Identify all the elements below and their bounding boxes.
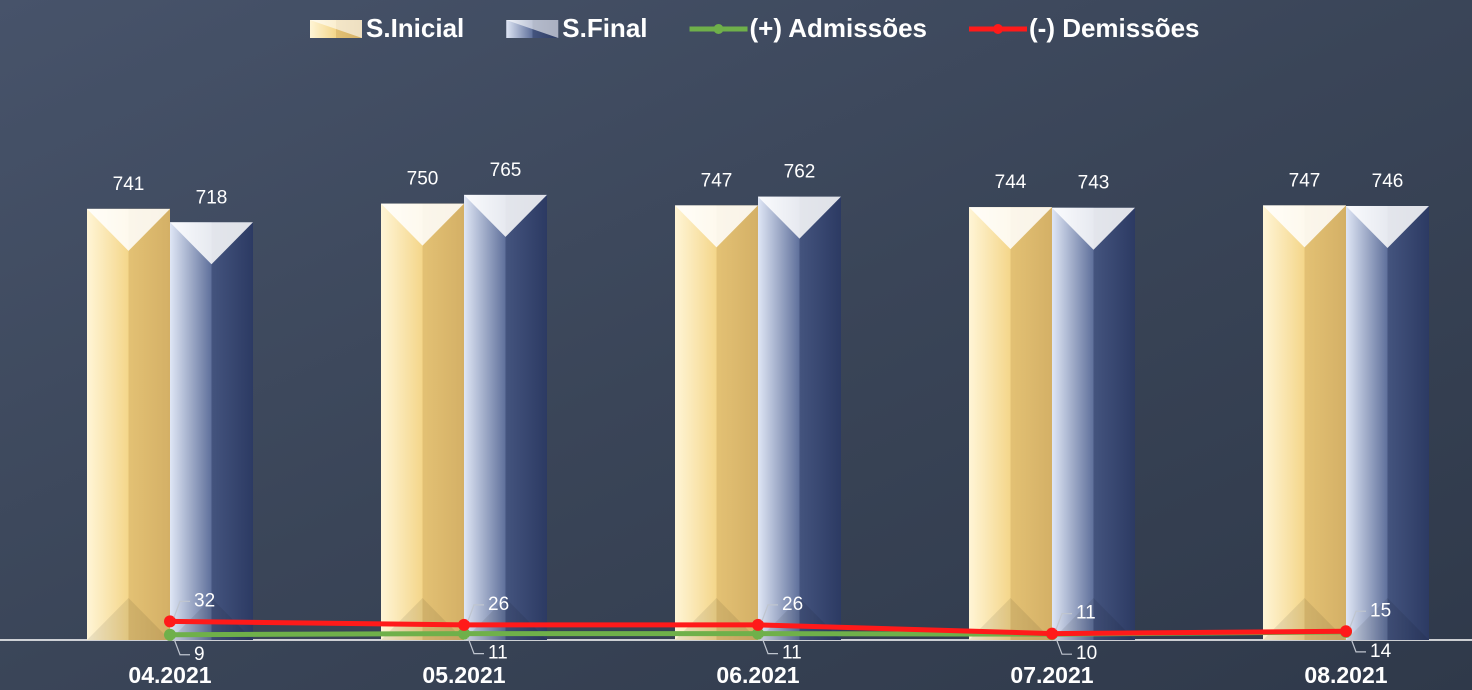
leader-line <box>1055 612 1072 630</box>
leader-line <box>761 604 778 622</box>
value-label: 11 <box>488 643 508 664</box>
value-label: 26 <box>782 594 803 615</box>
bar-foot <box>1052 598 1135 640</box>
x-tick-label: 07.2021 <box>1010 662 1093 688</box>
legend-label: (+) Admissões <box>750 13 927 43</box>
line-marker <box>1340 625 1352 638</box>
leader-line <box>1055 637 1072 655</box>
bar-foot <box>1346 598 1429 640</box>
value-label: 11 <box>1076 603 1096 624</box>
value-label: 718 <box>196 187 228 208</box>
x-tick-label: 05.2021 <box>422 662 505 688</box>
legend: S.Inicial S.Final (+) Admissões (-) Demissõ… <box>310 13 1200 43</box>
bar-cap <box>87 208 170 251</box>
legend-label: (-) Demissões <box>1029 13 1200 43</box>
bar-cap <box>1263 205 1346 248</box>
x-tick-label: 08.2021 <box>1304 662 1387 688</box>
bar-cap <box>1052 207 1135 250</box>
bar-foot <box>758 598 841 640</box>
bar-cap <box>381 203 464 246</box>
line-marker <box>164 628 176 641</box>
value-label: 14 <box>1370 641 1392 662</box>
bar <box>464 194 547 640</box>
leader-line <box>173 638 190 656</box>
legend-swatch-cap <box>506 20 559 38</box>
x-tick-label: 06.2021 <box>716 662 799 688</box>
value-label: 746 <box>1372 171 1404 192</box>
line-marker <box>752 618 764 631</box>
value-label: 747 <box>1289 170 1321 191</box>
bar <box>758 196 841 640</box>
bar <box>969 207 1052 641</box>
bar-cap <box>675 205 758 248</box>
bar <box>87 208 170 640</box>
bar-cap <box>464 194 547 237</box>
legend-marker <box>713 24 724 34</box>
value-label: 9 <box>194 644 205 665</box>
leader-line <box>173 600 190 618</box>
leader-line <box>467 604 484 622</box>
bar <box>1346 205 1429 641</box>
legend-marker <box>993 24 1003 34</box>
legend-label: S.Inicial <box>366 13 464 43</box>
bar-cap <box>969 207 1052 250</box>
bar-foot <box>464 598 547 640</box>
line-marker <box>458 627 470 640</box>
bar-foot <box>87 598 170 640</box>
bar <box>1263 205 1346 640</box>
bar <box>675 205 758 640</box>
bar-foot <box>381 598 464 640</box>
value-label: 762 <box>784 162 816 183</box>
value-label: 32 <box>194 590 215 611</box>
value-label: 744 <box>995 172 1027 193</box>
line-marker <box>164 615 176 628</box>
x-tick-label: 04.2021 <box>128 662 211 688</box>
leader-line <box>1349 635 1366 653</box>
bar-foot <box>170 598 253 640</box>
value-label: 741 <box>113 174 145 195</box>
line-marker <box>458 618 470 631</box>
bar-cap <box>758 196 841 239</box>
leader-line <box>1349 610 1366 628</box>
legend-swatch-cap <box>310 20 362 38</box>
value-label: 743 <box>1078 173 1110 194</box>
line-marker <box>752 627 764 640</box>
value-label: 26 <box>488 594 509 615</box>
bar-foot <box>675 598 758 640</box>
value-label: 750 <box>407 169 439 190</box>
bar <box>1052 207 1135 640</box>
value-label: 11 <box>782 643 802 664</box>
legend-label: S.Final <box>562 13 647 43</box>
leader-line <box>467 637 484 655</box>
value-label: 747 <box>701 170 733 191</box>
line-marker <box>1046 627 1058 640</box>
leader-line <box>761 637 778 655</box>
value-label: 10 <box>1076 643 1097 664</box>
value-label: 15 <box>1370 600 1391 621</box>
bar <box>170 222 253 640</box>
bar <box>381 203 464 641</box>
bar-cap <box>170 222 253 265</box>
value-label: 765 <box>490 160 522 181</box>
bar-cap <box>1346 205 1429 248</box>
